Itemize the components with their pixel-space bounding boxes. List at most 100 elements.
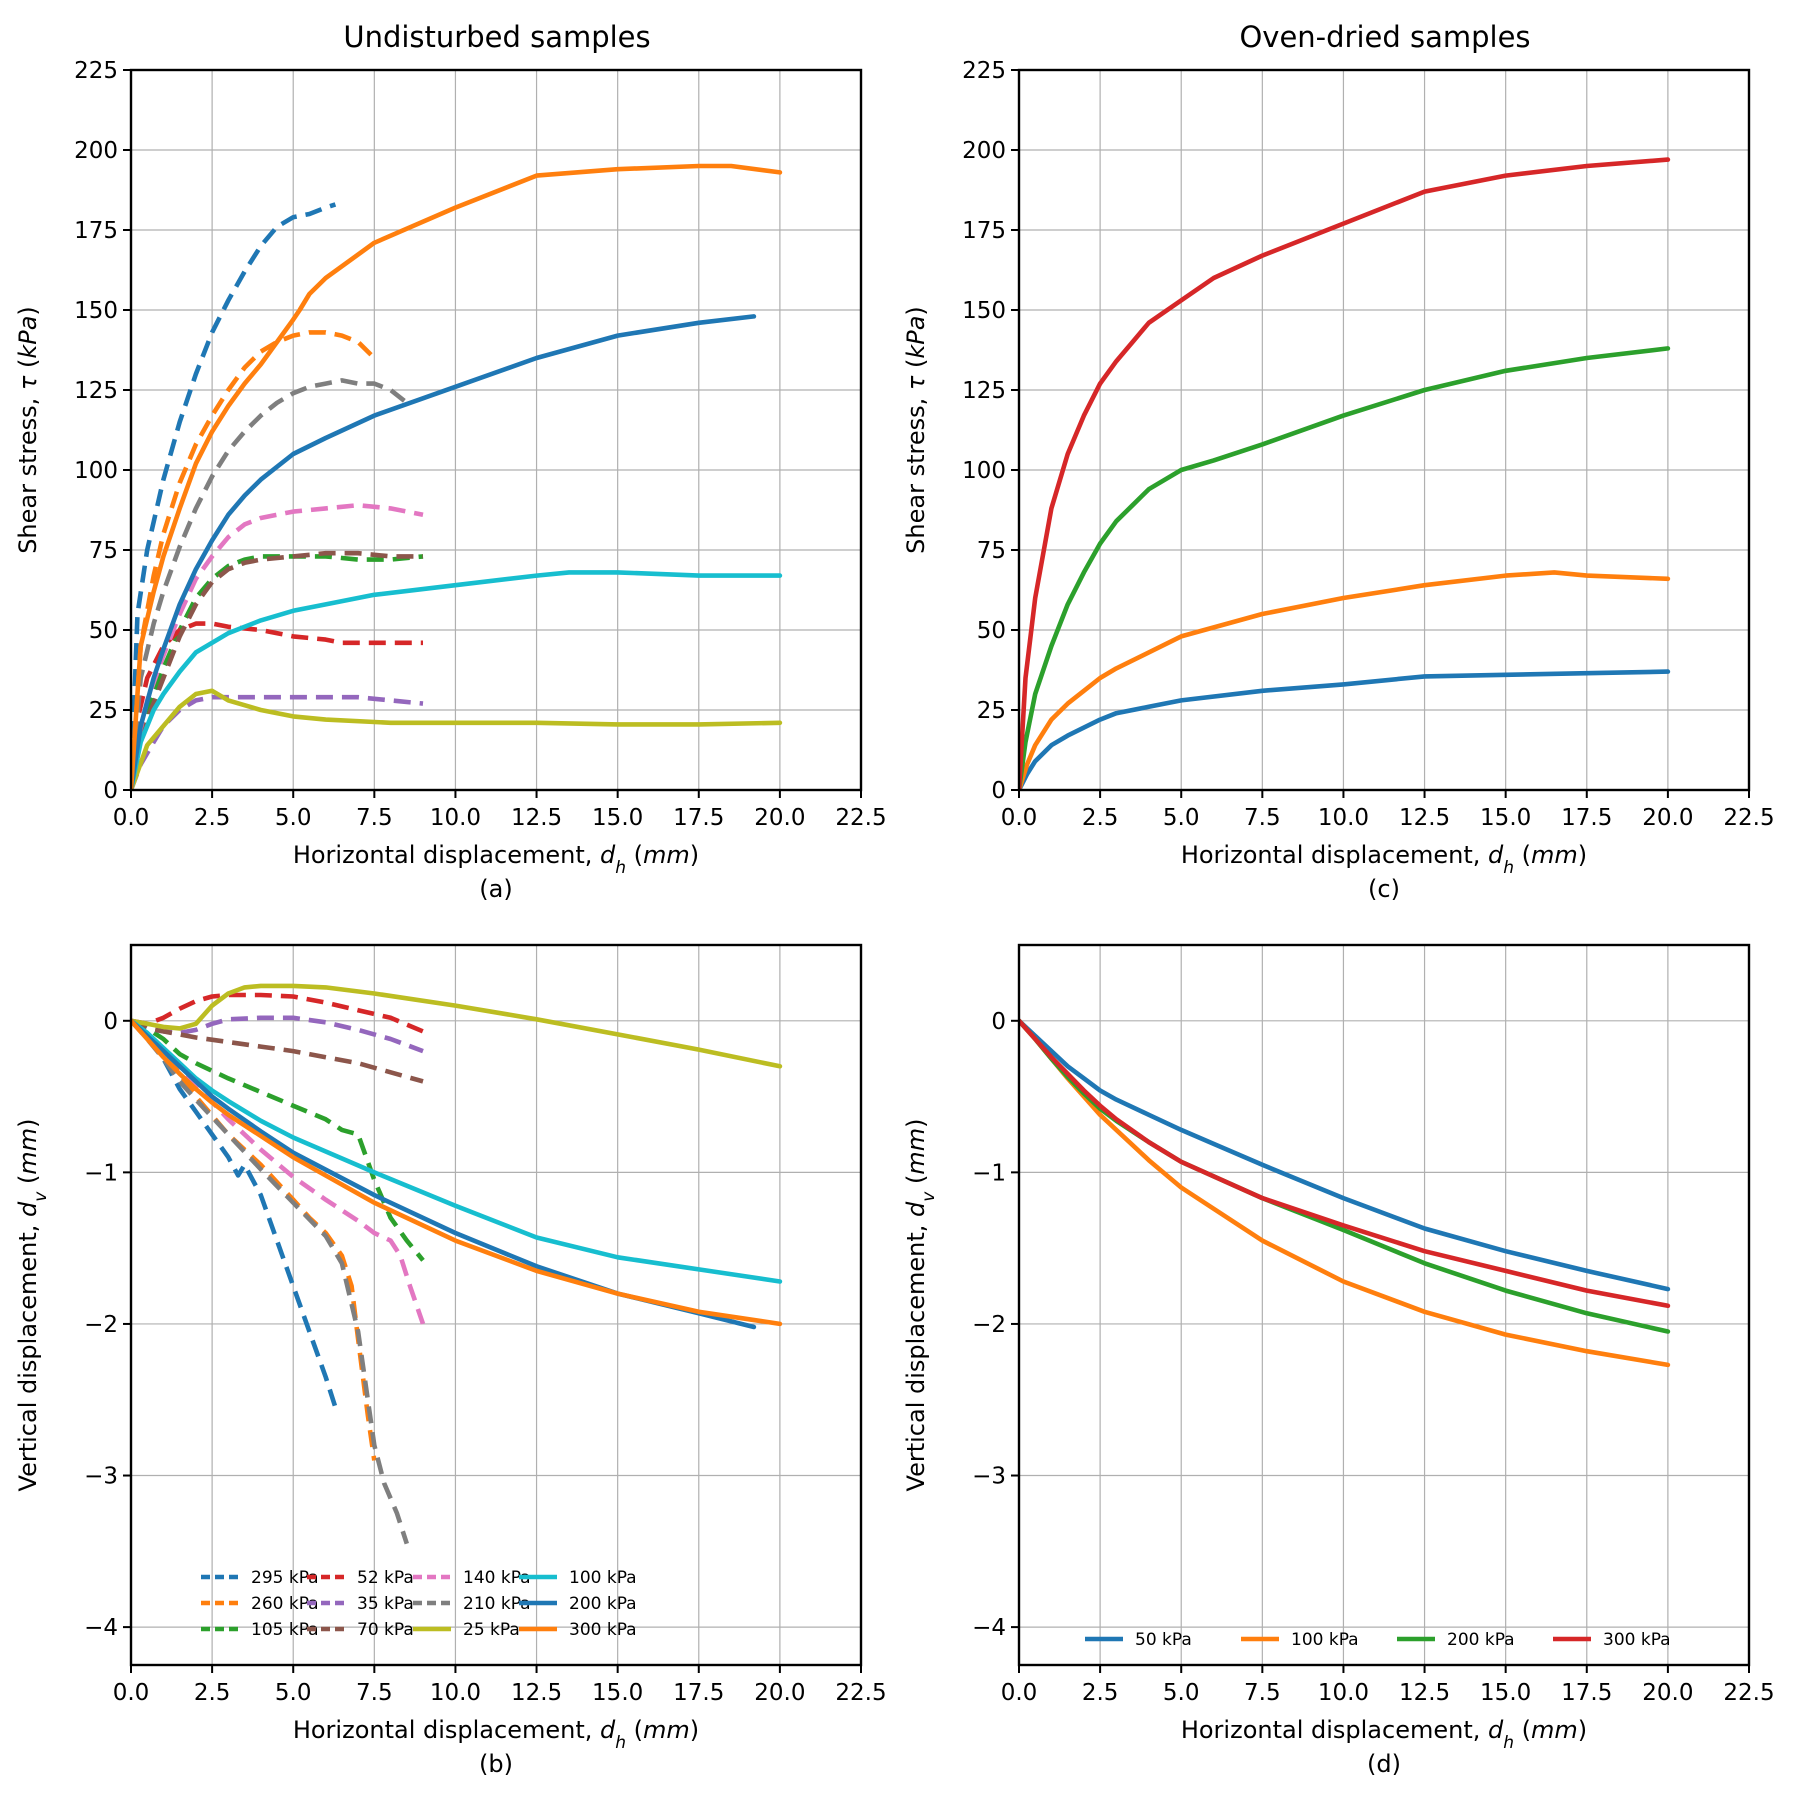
y-tick-label: −3 — [84, 1464, 118, 1490]
y-tick-label: −3 — [972, 1464, 1006, 1490]
legend-label: 300 kPa — [569, 1620, 637, 1640]
panel-label: (d) — [1367, 1750, 1401, 1778]
y-tick-label: 25 — [89, 698, 118, 724]
x-tick-label: 2.5 — [1082, 1680, 1119, 1706]
y-axis-label: Vertical displacement, dv (mm) — [14, 1119, 51, 1492]
x-tick-label: 22.5 — [1723, 1680, 1774, 1706]
y-axis-label: Shear stress, τ (kPa) — [14, 306, 42, 554]
col-title-right: Oven-dried samples — [1239, 20, 1530, 54]
y-tick-label: 175 — [74, 218, 118, 244]
y-tick-label: 0 — [103, 1009, 118, 1035]
x-tick-label: 22.5 — [1723, 805, 1774, 831]
x-tick-label: 0.0 — [1001, 805, 1038, 831]
legend-label: 140 kPa — [463, 1568, 531, 1588]
x-tick-label: 2.5 — [1082, 805, 1119, 831]
y-tick-label: 200 — [74, 138, 118, 164]
y-tick-label: 75 — [977, 538, 1006, 564]
y-tick-label: 0 — [103, 778, 118, 804]
legend: 50 kPa 100 kPa 200 kPa 300 kPa — [1085, 1630, 1671, 1650]
x-axis-label: Horizontal displacement, dh (mm) — [1181, 1716, 1587, 1753]
y-tick-label: 0 — [991, 1009, 1006, 1035]
panel-b: 0.0 2.5 5.0 7.5 10.0 12.5 15.0 17.5 20.0 22.5 −4 −3… — [14, 943, 887, 1778]
x-tick-label: 15.0 — [1480, 805, 1531, 831]
series-group — [1019, 157, 1671, 790]
x-tick-label: 2.5 — [194, 805, 231, 831]
x-tick-label: 17.5 — [673, 1680, 724, 1706]
y-tick-label: 175 — [962, 218, 1006, 244]
col-title-left: Undisturbed samples — [343, 20, 650, 54]
x-tick-label: 0.0 — [1001, 1680, 1038, 1706]
legend-label: 200 kPa — [569, 1594, 637, 1614]
legend-label: 200 kPa — [1447, 1630, 1515, 1650]
series-line-200-kpa-solid — [1019, 346, 1671, 790]
y-tick-label: 75 — [89, 538, 118, 564]
y-tick-label: 225 — [74, 58, 118, 84]
x-tick-label: 7.5 — [356, 1680, 393, 1706]
series-line-100-kpa-solid — [131, 570, 783, 790]
y-tick-label: 150 — [962, 298, 1006, 324]
panel-a: 0.0 2.5 5.0 7.5 10.0 12.5 15.0 17.5 20.0 22.5 0 25 5… — [14, 58, 887, 903]
series-line-300-kpa-solid — [131, 163, 783, 790]
legend-label: 210 kPa — [463, 1594, 531, 1614]
series-line-100-kpa-solid — [1019, 570, 1671, 790]
x-tick-label: 10.0 — [1318, 1680, 1369, 1706]
axes-frame — [129, 943, 863, 1667]
y-tick-label: −4 — [972, 1615, 1006, 1641]
legend-label: 70 kPa — [357, 1620, 414, 1640]
x-tick-label: 5.0 — [1163, 805, 1200, 831]
x-tick-label: 15.0 — [592, 1680, 643, 1706]
x-tick-label: 12.5 — [1399, 1680, 1450, 1706]
legend-label: 260 kPa — [251, 1594, 319, 1614]
legend-label: 100 kPa — [1291, 1630, 1359, 1650]
x-tick-label: 10.0 — [430, 1680, 481, 1706]
x-tick-label: 17.5 — [1561, 805, 1612, 831]
panel-label: (a) — [479, 875, 512, 903]
y-tick-label: 50 — [89, 618, 118, 644]
legend-label: 25 kPa — [463, 1620, 520, 1640]
series-line-140-kpa-dashed — [131, 1019, 426, 1325]
x-tick-label: 17.5 — [673, 805, 724, 831]
series-line-25-kpa-solid — [131, 983, 783, 1069]
series-line-105-kpa-dashed — [131, 554, 424, 790]
series-line-210-kpa-dashed — [131, 1019, 409, 1545]
x-tick-label: 0.0 — [113, 1680, 150, 1706]
series-line-300-kpa-solid — [1019, 1018, 1671, 1309]
y-tick-label: −1 — [84, 1160, 118, 1186]
y-axis-label: Vertical displacement, dv (mm) — [902, 1119, 939, 1492]
x-tick-label: 7.5 — [1244, 1680, 1281, 1706]
y-tick-label: 125 — [962, 378, 1006, 404]
y-tick-label: −4 — [84, 1615, 118, 1641]
series-line-260-kpa-dashed — [131, 330, 376, 790]
series-group — [131, 983, 783, 1545]
x-tick-label: 12.5 — [511, 1680, 562, 1706]
x-tick-label: 12.5 — [1399, 805, 1450, 831]
y-tick-label: −2 — [972, 1312, 1006, 1338]
legend-label: 35 kPa — [357, 1594, 414, 1614]
y-tick-label: 150 — [74, 298, 118, 324]
x-tick-label: 0.0 — [113, 805, 150, 831]
series-line-50-kpa-solid — [1019, 1018, 1671, 1292]
series-line-300-kpa-solid — [131, 1018, 783, 1327]
x-tick-label: 20.0 — [754, 1680, 805, 1706]
series-line-210-kpa-dashed — [131, 378, 409, 790]
x-tick-label: 7.5 — [356, 805, 393, 831]
x-tick-label: 10.0 — [430, 805, 481, 831]
y-tick-label: 50 — [977, 618, 1006, 644]
x-tick-label: 20.0 — [754, 805, 805, 831]
y-axis-label: Shear stress, τ (kPa) — [902, 306, 930, 554]
series-line-295-kpa-dashed — [131, 202, 337, 790]
x-tick-label: 22.5 — [835, 805, 886, 831]
y-tick-label: 125 — [74, 378, 118, 404]
panel-label: (b) — [479, 1750, 513, 1778]
y-tick-label: 200 — [962, 138, 1006, 164]
axes-frame — [129, 68, 863, 792]
x-tick-label: 20.0 — [1642, 1680, 1693, 1706]
series-line-70-kpa-dashed — [131, 550, 423, 790]
series-line-50-kpa-solid — [1019, 669, 1671, 790]
y-tick-label: 100 — [74, 458, 118, 484]
y-tick-label: 225 — [962, 58, 1006, 84]
series-group — [1019, 1018, 1671, 1368]
series-line-300-kpa-solid — [1019, 157, 1671, 790]
y-tick-label: −2 — [84, 1312, 118, 1338]
